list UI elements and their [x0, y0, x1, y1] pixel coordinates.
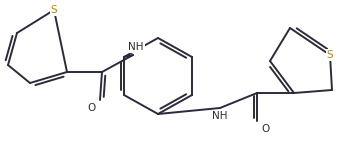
- Text: NH: NH: [128, 42, 144, 52]
- Text: O: O: [261, 124, 269, 134]
- Text: NH: NH: [128, 42, 144, 52]
- Text: O: O: [88, 103, 96, 113]
- Text: S: S: [327, 50, 333, 60]
- Text: S: S: [51, 5, 57, 15]
- Text: S: S: [327, 50, 333, 60]
- Text: O: O: [88, 103, 96, 113]
- Text: NH: NH: [212, 111, 228, 121]
- Text: S: S: [51, 5, 57, 15]
- Text: NH: NH: [212, 111, 228, 121]
- Text: O: O: [261, 124, 269, 134]
